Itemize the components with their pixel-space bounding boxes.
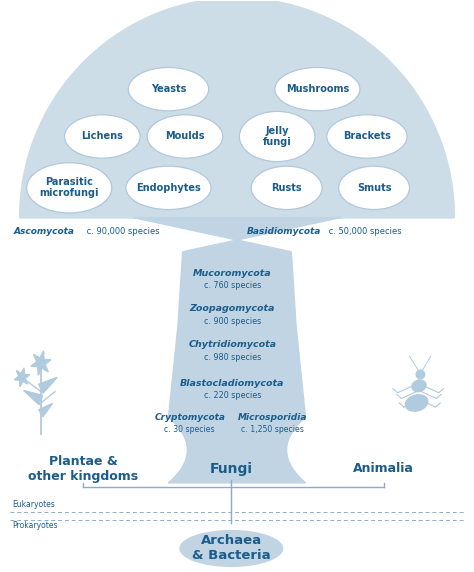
Polygon shape [20, 375, 27, 384]
Text: c. 1,250 species: c. 1,250 species [241, 426, 304, 434]
Text: Fungi: Fungi [210, 462, 253, 475]
Polygon shape [19, 376, 25, 387]
Text: Lichens: Lichens [82, 132, 123, 141]
Text: Eukaryotes: Eukaryotes [12, 500, 55, 509]
Ellipse shape [128, 67, 209, 111]
Text: Archaea
& Bacteria: Archaea & Bacteria [192, 534, 271, 562]
Polygon shape [19, 368, 25, 378]
Polygon shape [133, 217, 341, 483]
Ellipse shape [179, 530, 283, 567]
Polygon shape [39, 378, 57, 393]
Text: Yeasts: Yeasts [151, 84, 186, 94]
Polygon shape [39, 403, 53, 417]
Polygon shape [37, 351, 44, 364]
Ellipse shape [239, 112, 315, 162]
Polygon shape [37, 362, 44, 375]
Text: c. 760 species: c. 760 species [204, 281, 261, 291]
Polygon shape [16, 371, 24, 379]
Ellipse shape [64, 115, 140, 158]
Polygon shape [34, 354, 43, 366]
Text: Rusts: Rusts [271, 183, 302, 193]
Ellipse shape [19, 375, 24, 380]
Text: Chytridiomycota: Chytridiomycota [188, 340, 276, 349]
Text: Prokaryotes: Prokaryotes [12, 521, 58, 530]
Text: Endophytes: Endophytes [136, 183, 201, 193]
Text: Microsporidia: Microsporidia [237, 413, 307, 422]
Text: Moulds: Moulds [165, 132, 205, 141]
Text: Mushrooms: Mushrooms [286, 84, 349, 94]
Text: c. 900 species: c. 900 species [204, 317, 261, 326]
Text: Brackets: Brackets [343, 132, 391, 141]
Text: c. 90,000 species: c. 90,000 species [84, 227, 159, 236]
Polygon shape [19, 0, 455, 217]
Ellipse shape [126, 166, 211, 209]
Ellipse shape [38, 359, 44, 367]
Text: Plantae &
other kingdoms: Plantae & other kingdoms [28, 455, 138, 483]
Ellipse shape [405, 395, 428, 411]
Polygon shape [38, 360, 48, 372]
Ellipse shape [327, 115, 407, 158]
Text: c. 50,000 species: c. 50,000 species [326, 227, 401, 236]
Polygon shape [14, 374, 23, 380]
Text: c. 980 species: c. 980 species [204, 353, 261, 362]
Text: Ascomycota: Ascomycota [14, 227, 75, 236]
Ellipse shape [147, 115, 223, 158]
Text: Smuts: Smuts [357, 183, 392, 193]
Text: Animalia: Animalia [353, 462, 414, 475]
Text: Parasitic
microfungi: Parasitic microfungi [39, 177, 99, 198]
Text: c. 220 species: c. 220 species [204, 391, 261, 400]
Ellipse shape [251, 166, 322, 209]
Text: Jelly
fungi: Jelly fungi [263, 126, 292, 147]
Text: Basidiomycota: Basidiomycota [246, 227, 321, 236]
Ellipse shape [338, 166, 410, 209]
Text: Zoopagomycota: Zoopagomycota [190, 304, 275, 313]
Ellipse shape [412, 380, 426, 392]
Text: c. 30 species: c. 30 species [164, 426, 215, 434]
Polygon shape [40, 359, 51, 367]
Text: Blastocladiomycota: Blastocladiomycota [180, 379, 284, 387]
Ellipse shape [416, 370, 425, 379]
Ellipse shape [275, 67, 360, 111]
Text: Cryptomycota: Cryptomycota [154, 413, 225, 422]
Polygon shape [21, 374, 30, 380]
Polygon shape [31, 359, 42, 367]
Text: Mucoromycota: Mucoromycota [193, 269, 272, 278]
Polygon shape [24, 391, 43, 405]
Ellipse shape [27, 163, 112, 213]
